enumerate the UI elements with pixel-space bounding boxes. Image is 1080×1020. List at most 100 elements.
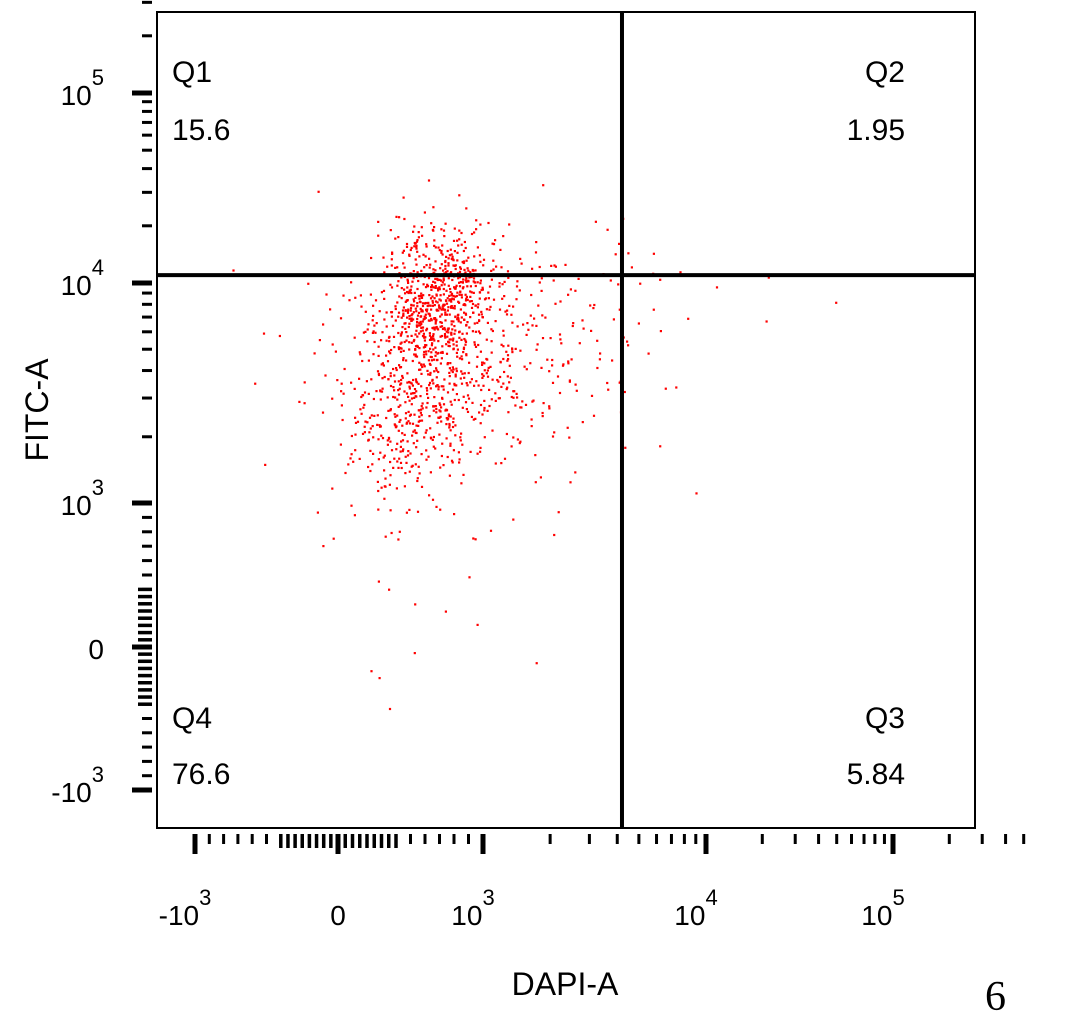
event-point — [441, 305, 444, 308]
event-point — [409, 381, 412, 384]
event-point — [419, 324, 422, 327]
event-point — [452, 421, 455, 424]
event-point — [405, 422, 408, 425]
event-point — [458, 276, 461, 279]
event-point — [458, 336, 461, 339]
event-point — [367, 359, 370, 362]
event-point — [368, 431, 371, 434]
event-point — [390, 264, 393, 267]
event-point — [431, 438, 434, 441]
event-point — [369, 449, 372, 452]
event-point — [430, 222, 433, 225]
event-point — [484, 297, 488, 300]
event-point — [396, 442, 399, 445]
event-point — [254, 382, 257, 385]
event-point — [447, 413, 450, 416]
event-point — [363, 425, 366, 428]
event-point — [397, 315, 400, 318]
event-point — [386, 360, 390, 363]
event-point — [432, 348, 435, 351]
event-point — [452, 368, 455, 371]
event-point — [367, 465, 370, 469]
event-point — [452, 259, 455, 262]
event-point — [434, 322, 437, 325]
event-point — [414, 296, 417, 299]
event-point — [446, 455, 449, 459]
event-point — [399, 350, 403, 353]
event-point — [445, 313, 448, 316]
event-point — [389, 474, 392, 477]
event-point — [408, 470, 411, 473]
event-point — [460, 338, 463, 341]
event-point — [437, 289, 440, 292]
event-point — [409, 288, 412, 291]
event-point — [444, 264, 447, 268]
event-point — [554, 302, 557, 305]
event-point — [450, 253, 453, 256]
x-tick-label: 105 — [861, 885, 904, 931]
event-point — [371, 319, 374, 322]
event-point — [467, 269, 470, 272]
event-point — [430, 308, 433, 311]
event-point — [454, 329, 457, 332]
event-point — [467, 256, 470, 259]
event-point — [404, 472, 407, 475]
event-point — [514, 404, 517, 407]
event-point — [464, 299, 468, 302]
event-point — [377, 508, 380, 511]
event-point — [512, 305, 515, 308]
event-point — [464, 312, 467, 315]
event-point — [449, 442, 452, 445]
event-point — [402, 314, 405, 317]
event-point — [399, 346, 402, 350]
event-point — [390, 348, 393, 352]
event-point — [401, 450, 404, 453]
event-point — [406, 381, 409, 384]
event-point — [408, 254, 411, 257]
event-point — [412, 311, 415, 314]
event-point — [535, 662, 538, 665]
event-point — [432, 409, 435, 412]
event-point — [548, 405, 551, 408]
event-point — [397, 331, 400, 335]
event-point — [490, 278, 493, 281]
event-point — [388, 340, 391, 343]
event-point — [466, 298, 469, 301]
event-point — [472, 291, 475, 294]
event-point — [342, 392, 345, 395]
event-point — [476, 321, 479, 324]
event-point — [410, 392, 413, 395]
event-point — [399, 461, 403, 464]
event-point — [618, 242, 621, 245]
event-point — [434, 351, 437, 354]
event-point — [448, 254, 451, 257]
event-point — [388, 483, 391, 486]
event-point — [389, 384, 393, 388]
event-point — [480, 388, 483, 392]
event-point — [409, 248, 412, 252]
event-point — [433, 297, 436, 300]
event-point — [456, 259, 459, 262]
event-point — [530, 418, 533, 421]
event-point — [406, 454, 410, 457]
event-point — [417, 324, 420, 327]
event-point — [414, 355, 417, 358]
event-point — [440, 308, 443, 311]
event-point — [465, 324, 468, 327]
event-point — [480, 288, 483, 292]
event-point — [507, 411, 510, 414]
event-point — [599, 352, 602, 355]
event-point — [413, 338, 416, 342]
event-point — [430, 286, 433, 289]
event-point — [434, 260, 437, 263]
event-point — [442, 303, 445, 306]
event-point — [502, 345, 505, 348]
event-point — [416, 321, 419, 324]
event-point — [428, 294, 431, 297]
event-point — [427, 277, 431, 280]
event-point — [422, 332, 425, 335]
event-point — [397, 311, 401, 314]
event-point — [422, 283, 425, 286]
event-point — [448, 367, 451, 370]
event-point — [432, 286, 435, 289]
